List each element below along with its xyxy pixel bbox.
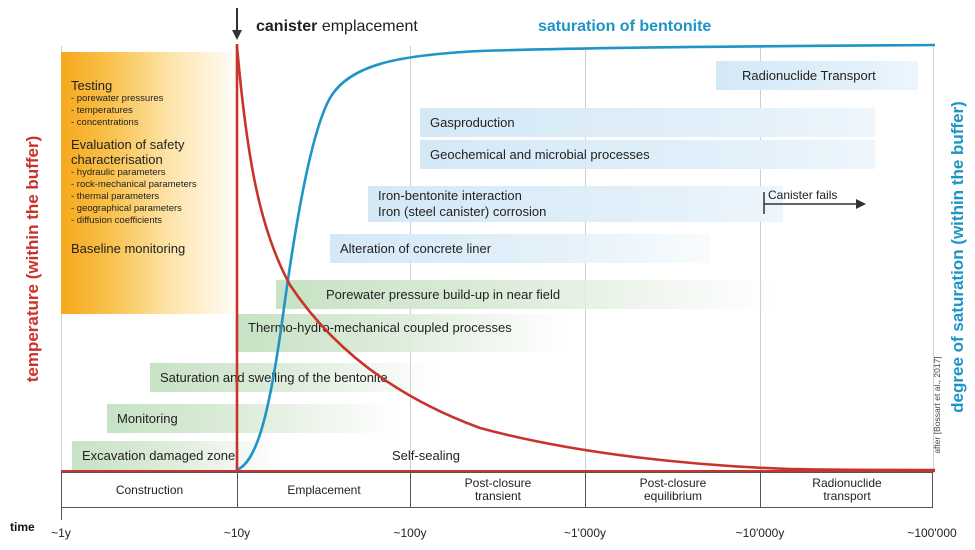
bar-geochemical: Geochemical and microbial processes bbox=[420, 140, 875, 169]
tick-1y: ~1y bbox=[51, 526, 71, 540]
tick-10000y: ~10'000y bbox=[735, 526, 785, 540]
testing-item: - porewater pressures bbox=[71, 93, 164, 104]
bar-concrete: Alteration of concrete liner bbox=[330, 234, 710, 263]
bar-label: Geochemical and microbial processes bbox=[430, 147, 650, 162]
bar-monitoring: Monitoring bbox=[107, 404, 397, 433]
phase-bar bbox=[61, 472, 933, 508]
canister-word: canister bbox=[256, 18, 318, 35]
bar-label: Iron-bentonite interaction bbox=[378, 188, 522, 203]
bar-label: Alteration of concrete liner bbox=[340, 241, 492, 256]
bar-label: Radionuclide Transport bbox=[742, 68, 876, 83]
phase-post-closure-transient: Post-closure transient bbox=[464, 476, 532, 503]
emplacement-word: emplacement bbox=[317, 18, 418, 35]
evaluation-item: - hydraulic parameters bbox=[71, 167, 166, 178]
testing-box bbox=[61, 52, 241, 314]
bar-gasproduction: Gasproduction bbox=[420, 108, 875, 137]
evaluation-item: - rock-mechanical parameters bbox=[71, 179, 197, 190]
bar-label: Gasproduction bbox=[430, 115, 515, 130]
gridline-10000y bbox=[760, 46, 761, 473]
bar-label: Iron (steel canister) corrosion bbox=[378, 204, 547, 219]
phase-divider bbox=[410, 472, 411, 508]
canister-fails-arrowhead bbox=[856, 199, 866, 209]
bar-radionuclide-transport: Radionuclide Transport bbox=[716, 61, 918, 90]
phase-post-closure-equilibrium: Post-closure equilibrium bbox=[639, 476, 707, 503]
phase-construction: Construction bbox=[115, 482, 184, 497]
time-axis-line bbox=[61, 508, 62, 520]
citation: after [Bossart et al., 2017] bbox=[932, 356, 942, 454]
evaluation-title: Evaluation of safety bbox=[71, 137, 185, 152]
testing-item: - concentrations bbox=[71, 117, 139, 128]
bar-label: Porewater pressure build-up in near fiel… bbox=[326, 287, 561, 302]
evaluation-title-2: characterisation bbox=[71, 152, 163, 167]
phase-emplacement: Emplacement bbox=[287, 482, 361, 497]
time-label: time bbox=[10, 520, 35, 534]
testing-title: Testing bbox=[71, 78, 113, 93]
phase-radionuclide-transport: Radionuclide transport bbox=[812, 476, 882, 503]
tick-1000y: ~1'000y bbox=[564, 526, 606, 540]
evaluation-item: - thermal parameters bbox=[71, 191, 160, 202]
tick-100y: ~100y bbox=[393, 526, 427, 540]
canister-fails-label: Canister fails bbox=[768, 188, 838, 202]
phase-divider bbox=[585, 472, 586, 508]
gridline-100000y bbox=[933, 46, 934, 473]
saturation-title: saturation of bentonite bbox=[538, 18, 712, 35]
bar-iron-bentonite: Iron-bentonite interaction Iron (steel c… bbox=[368, 186, 783, 222]
temperature-curve bbox=[235, 45, 936, 472]
emplacement-arrowhead bbox=[232, 30, 242, 40]
evaluation-item: - diffusion coefficients bbox=[71, 215, 163, 226]
self-sealing-label: Self-sealing bbox=[392, 448, 460, 463]
canister-emplacement-label: canister emplacement bbox=[256, 18, 418, 36]
testing-item: - temperatures bbox=[71, 105, 133, 116]
bar-label: Monitoring bbox=[117, 411, 178, 426]
bar-label: Thermo-hydro-mechanical coupled processe… bbox=[248, 319, 512, 335]
tick-10y: ~10y bbox=[223, 526, 251, 540]
evaluation-item: - geographical parameters bbox=[71, 203, 182, 214]
phase-divider bbox=[237, 472, 238, 508]
tick-100000y: ~100'000 bbox=[907, 526, 957, 540]
saturation-curve bbox=[236, 43, 936, 472]
phase-divider bbox=[760, 472, 761, 508]
bar-edz: Excavation damaged zone bbox=[72, 441, 282, 470]
testing-box-content: Testing - porewater pressures - temperat… bbox=[71, 78, 241, 256]
bar-label: Excavation damaged zone bbox=[82, 448, 236, 463]
bar-porewater: Porewater pressure build-up in near fiel… bbox=[276, 280, 776, 309]
baseline-monitoring: Baseline monitoring bbox=[71, 241, 186, 256]
bar-thm: Thermo-hydro-mechanical coupled processe… bbox=[238, 314, 568, 352]
